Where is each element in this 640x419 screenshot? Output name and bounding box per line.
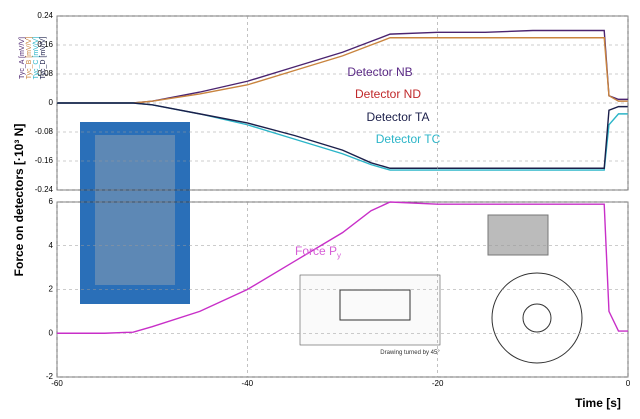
annotation: Detector TA — [367, 110, 430, 124]
y-tick-label: -0.16 — [35, 156, 54, 165]
legend-entry: Tyc_D [mV/V] — [40, 37, 47, 80]
annotation-text: Detector TA — [367, 110, 430, 124]
annotation-text: Detector ND — [355, 87, 421, 101]
y-tick-label: -0.08 — [35, 127, 54, 136]
y-tick-label: 4 — [49, 241, 54, 250]
annotation-text: Detector TC — [376, 132, 441, 146]
annotation: Detector ND — [355, 87, 421, 101]
annotation-text: Drawing turned by 45° — [380, 350, 440, 356]
drawing — [300, 275, 440, 345]
load-cell — [488, 215, 548, 255]
legend-entry: Tyc_B [mV/V] — [26, 37, 33, 79]
legend-entry: Tyc_A [mV/V] — [19, 37, 26, 79]
x-tick-label: -20 — [432, 379, 444, 388]
annotation-text: Force P — [295, 244, 337, 258]
x-tick-label: 0 — [626, 379, 631, 388]
annotation-text: Detector NB — [347, 65, 412, 79]
chart: Force on detectors [·10³ N] Time [s] -0.… — [0, 0, 640, 414]
annotation: Force Py — [295, 244, 341, 260]
annotation-subscript: y — [337, 251, 341, 260]
drawing-circle — [492, 273, 582, 363]
y-axis-label: Force on detectors [·10³ N] — [12, 124, 26, 277]
series-line — [57, 31, 628, 104]
annotation: Detector NB — [347, 65, 412, 79]
y-tick-label: -0.24 — [35, 185, 54, 194]
y-tick-label: 2 — [49, 285, 54, 294]
y-tick-label: 0.24 — [37, 11, 53, 20]
y-tick-label: 0 — [49, 98, 54, 107]
annotation: Detector TC — [376, 132, 441, 146]
x-tick-label: -40 — [242, 379, 254, 388]
x-axis-label: Time [s] — [575, 396, 621, 410]
y-tick-label: 0 — [49, 328, 54, 337]
series-line — [57, 38, 628, 103]
y-tick-label: 6 — [49, 197, 54, 206]
legend-entry: Tyc_C [mV/V] — [33, 37, 40, 80]
x-tick-label: -60 — [51, 379, 63, 388]
annotation: Drawing turned by 45° — [380, 350, 440, 356]
photo-detail — [95, 135, 175, 285]
